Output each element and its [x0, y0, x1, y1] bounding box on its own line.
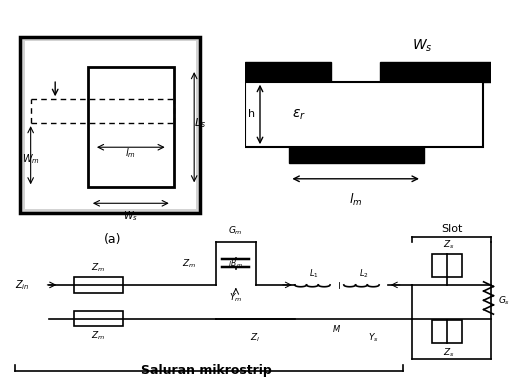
- Text: $M$: $M$: [332, 323, 341, 335]
- FancyBboxPatch shape: [88, 67, 174, 187]
- Text: Saluran mikrostrip: Saluran mikrostrip: [141, 364, 272, 377]
- FancyBboxPatch shape: [25, 41, 196, 209]
- Text: $Z_l$: $Z_l$: [250, 331, 261, 343]
- Text: $Y_s$: $Y_s$: [368, 331, 379, 343]
- Text: Slot: Slot: [441, 224, 462, 234]
- FancyBboxPatch shape: [20, 37, 200, 213]
- Text: $G_m$: $G_m$: [228, 225, 243, 237]
- Bar: [245, 82, 483, 147]
- Text: (a): (a): [104, 233, 121, 246]
- Text: $W_m$: $W_m$: [22, 152, 39, 166]
- Text: $Z_m$: $Z_m$: [91, 330, 106, 342]
- Text: $W_s$: $W_s$: [123, 209, 138, 223]
- Text: $L_2$: $L_2$: [359, 268, 368, 280]
- Bar: [289, 147, 424, 162]
- Text: h: h: [248, 109, 255, 119]
- Text: $L_s$: $L_s$: [194, 116, 206, 130]
- Bar: [74, 311, 123, 326]
- Text: $Z_s$: $Z_s$: [444, 346, 455, 359]
- Text: $L_1$: $L_1$: [310, 268, 319, 280]
- Text: $Z_s$: $Z_s$: [444, 239, 455, 251]
- Text: $\varepsilon_r$: $\varepsilon_r$: [292, 107, 306, 122]
- Text: $l_m$: $l_m$: [125, 146, 136, 160]
- Text: $Z_{in}$: $Z_{in}$: [15, 278, 30, 292]
- Text: $Y_m$: $Y_m$: [229, 291, 243, 303]
- Bar: [432, 254, 461, 277]
- Bar: [380, 62, 491, 82]
- Text: $jB_m$: $jB_m$: [228, 257, 243, 270]
- Text: $W_s$: $W_s$: [411, 38, 432, 54]
- Text: $G_s$: $G_s$: [498, 294, 510, 306]
- Bar: [74, 277, 123, 293]
- Bar: [432, 320, 461, 343]
- Text: $Z_m$: $Z_m$: [91, 262, 106, 274]
- Bar: [245, 62, 331, 82]
- Text: $l_m$: $l_m$: [349, 192, 362, 208]
- Text: $Z_m$: $Z_m$: [182, 257, 197, 270]
